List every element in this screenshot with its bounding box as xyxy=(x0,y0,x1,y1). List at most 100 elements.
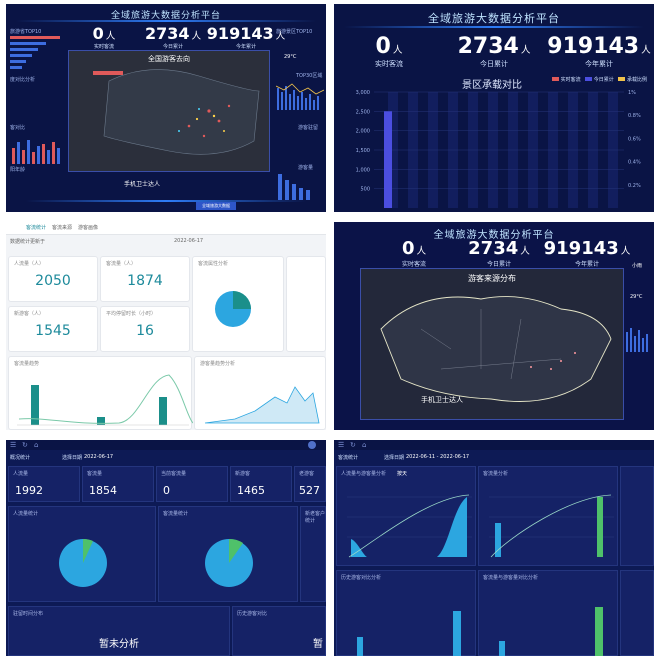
map-title: 游客来源分布 xyxy=(468,274,516,283)
header-bar: 客流统计 客流来源 游客画像 xyxy=(6,222,326,235)
date-picker[interactable]: 2022-06-17 xyxy=(84,454,114,460)
stat-today: 2734 人 今日累计 xyxy=(138,24,208,50)
stat-label: 实时客流 xyxy=(401,261,426,268)
map-region[interactable]: 全国游客去向 xyxy=(68,50,270,172)
section-label: 旅游景区TOP10 xyxy=(276,29,313,35)
card-stay: 平均停留时长（小时） 16 xyxy=(100,306,190,352)
y-tick-label-right: 0.2% xyxy=(628,183,641,189)
card-label: 新游客 xyxy=(235,471,251,477)
visitor-chart xyxy=(489,494,614,558)
refresh-icon[interactable]: ↻ xyxy=(350,441,356,449)
y-tick-label: 1,500 xyxy=(356,148,370,154)
toolbar: ☰ ↻ ⌂ xyxy=(6,440,326,450)
map-region[interactable]: 游客来源分布 手机卫士达人 xyxy=(360,268,624,420)
card-trend2: 游客量趋势分析 xyxy=(194,356,326,430)
info-text: 数据统计更新于 xyxy=(10,239,46,245)
card-stay-dist: 驻留时间分布 暂未分析 xyxy=(8,606,230,656)
y-tick-label-right: 0.4% xyxy=(628,160,641,166)
date-range-picker[interactable]: 2022-06-11 - 2022-06-17 xyxy=(406,454,470,460)
tab-visitor-stats[interactable]: 客流统计 xyxy=(26,225,47,231)
y-tick-label: 1,000 xyxy=(356,167,370,173)
chart-title: 景区承载对比 xyxy=(462,80,522,91)
card-label: 客流量 xyxy=(87,471,103,477)
stat-value: 0 xyxy=(401,238,415,259)
stat-label: 今日累计 xyxy=(480,60,508,68)
date-display[interactable]: 2022-06-17 xyxy=(174,238,204,244)
card-returning: 老游客 527 xyxy=(294,466,326,502)
card-new: 新游客（人） 1545 xyxy=(8,306,98,352)
stat-label: 实时客流 xyxy=(375,60,403,68)
stat-value: 0 xyxy=(92,24,104,43)
tab-visitor-profile[interactable]: 游客画像 xyxy=(78,225,99,231)
area-chart xyxy=(204,386,320,424)
card-compare: 客流量与游客量对比分析 xyxy=(478,570,618,656)
bottom-divider xyxy=(26,200,306,202)
card-label: 人流量统计 xyxy=(13,511,39,517)
pie-chart xyxy=(205,538,253,587)
stat-unit: 人 xyxy=(191,31,202,42)
bottom-tab[interactable]: 全域旅游大数据 xyxy=(196,202,236,210)
section-label: 游客驻留 xyxy=(298,125,319,131)
card-trend: 客流量趋势 xyxy=(8,356,193,430)
card-label: 人流量与游客量分析 xyxy=(341,471,387,477)
stat-label: 今年累计 xyxy=(585,60,613,68)
card-label: 历史游客对比 xyxy=(237,611,268,617)
card-value: 1992 xyxy=(15,484,43,497)
card-label: 客流量与游客量对比分析 xyxy=(483,575,539,581)
page-title: 全域旅游大数据分析平台 xyxy=(433,230,555,241)
section-label: 游客量 xyxy=(298,165,314,171)
menu-icon[interactable]: ☰ xyxy=(338,441,345,449)
card-value: 1854 xyxy=(89,484,117,497)
panel-visitor-stats: 客流统计 客流来源 游客画像 数据统计更新于 2022-06-17 人流量（人）… xyxy=(6,222,326,430)
date-label: 选择日期 xyxy=(384,455,405,461)
stat-unit: 人 xyxy=(275,31,286,42)
stat-unit: 人 xyxy=(105,31,116,42)
card-side xyxy=(620,466,654,566)
panel-flow-charts: ☰ ↻ ⌂ 客流统计 选择日期 2022-06-11 - 2022-06-17 … xyxy=(334,440,654,656)
card-flow: 人流量 1992 xyxy=(8,466,80,502)
section-label: 阳年龄 xyxy=(10,167,26,173)
top30-bars xyxy=(276,83,324,110)
card-value: 0 xyxy=(163,484,170,497)
section-label: 客对比 xyxy=(10,125,26,131)
legend-label: 承载比例 xyxy=(627,77,648,83)
date-label: 选择日期 xyxy=(62,455,83,461)
bar xyxy=(384,111,392,208)
stat-value: 919143 xyxy=(547,34,640,59)
card-label: 客流属性分析 xyxy=(198,261,229,267)
y-tick-label-right: 0.8% xyxy=(628,113,641,119)
card-history: 历史游客对比 暂 xyxy=(232,606,326,656)
card-label: 客流量分析 xyxy=(483,471,509,477)
refresh-icon[interactable]: ↻ xyxy=(22,441,28,449)
card-label: 当前客流量 xyxy=(161,471,187,477)
y-tick-label-right: 1% xyxy=(628,90,636,96)
y-tick-label-right: 0.6% xyxy=(628,136,641,142)
home-icon[interactable]: ⌂ xyxy=(34,441,39,449)
card-value: 16 xyxy=(136,323,154,339)
tab-visitor-source[interactable]: 客流来源 xyxy=(52,225,73,231)
phone-label: 手机卫士达人 xyxy=(124,181,161,188)
card-value: 527 xyxy=(299,484,320,497)
menu-icon[interactable]: ☰ xyxy=(10,441,17,449)
stat-label: 实时客流 xyxy=(93,44,114,50)
section-label: TOP30区域 xyxy=(296,73,323,79)
card-label: 游客量趋势分析 xyxy=(200,361,236,367)
phone-label: 手机卫士达人 xyxy=(421,396,463,404)
stat-today: 2734 人 今日累计 xyxy=(454,238,544,268)
card-label: 新老客户统计 xyxy=(305,511,326,524)
card-current: 当前客流量 0 xyxy=(156,466,228,502)
map-graphic xyxy=(93,69,260,155)
home-icon[interactable]: ⌂ xyxy=(362,441,367,449)
toolbar: ☰ ↻ ⌂ xyxy=(334,440,654,450)
card-flow-analysis: 人流量与游客量分析 按天 xyxy=(336,466,476,566)
stat-unit: 人 xyxy=(392,45,403,56)
y-tick-label: 3,000 xyxy=(356,90,370,96)
stat-value: 919143 xyxy=(543,238,619,259)
avatar[interactable] xyxy=(308,441,316,449)
flow-chart xyxy=(347,494,472,558)
period-select[interactable]: 按天 xyxy=(397,471,408,477)
